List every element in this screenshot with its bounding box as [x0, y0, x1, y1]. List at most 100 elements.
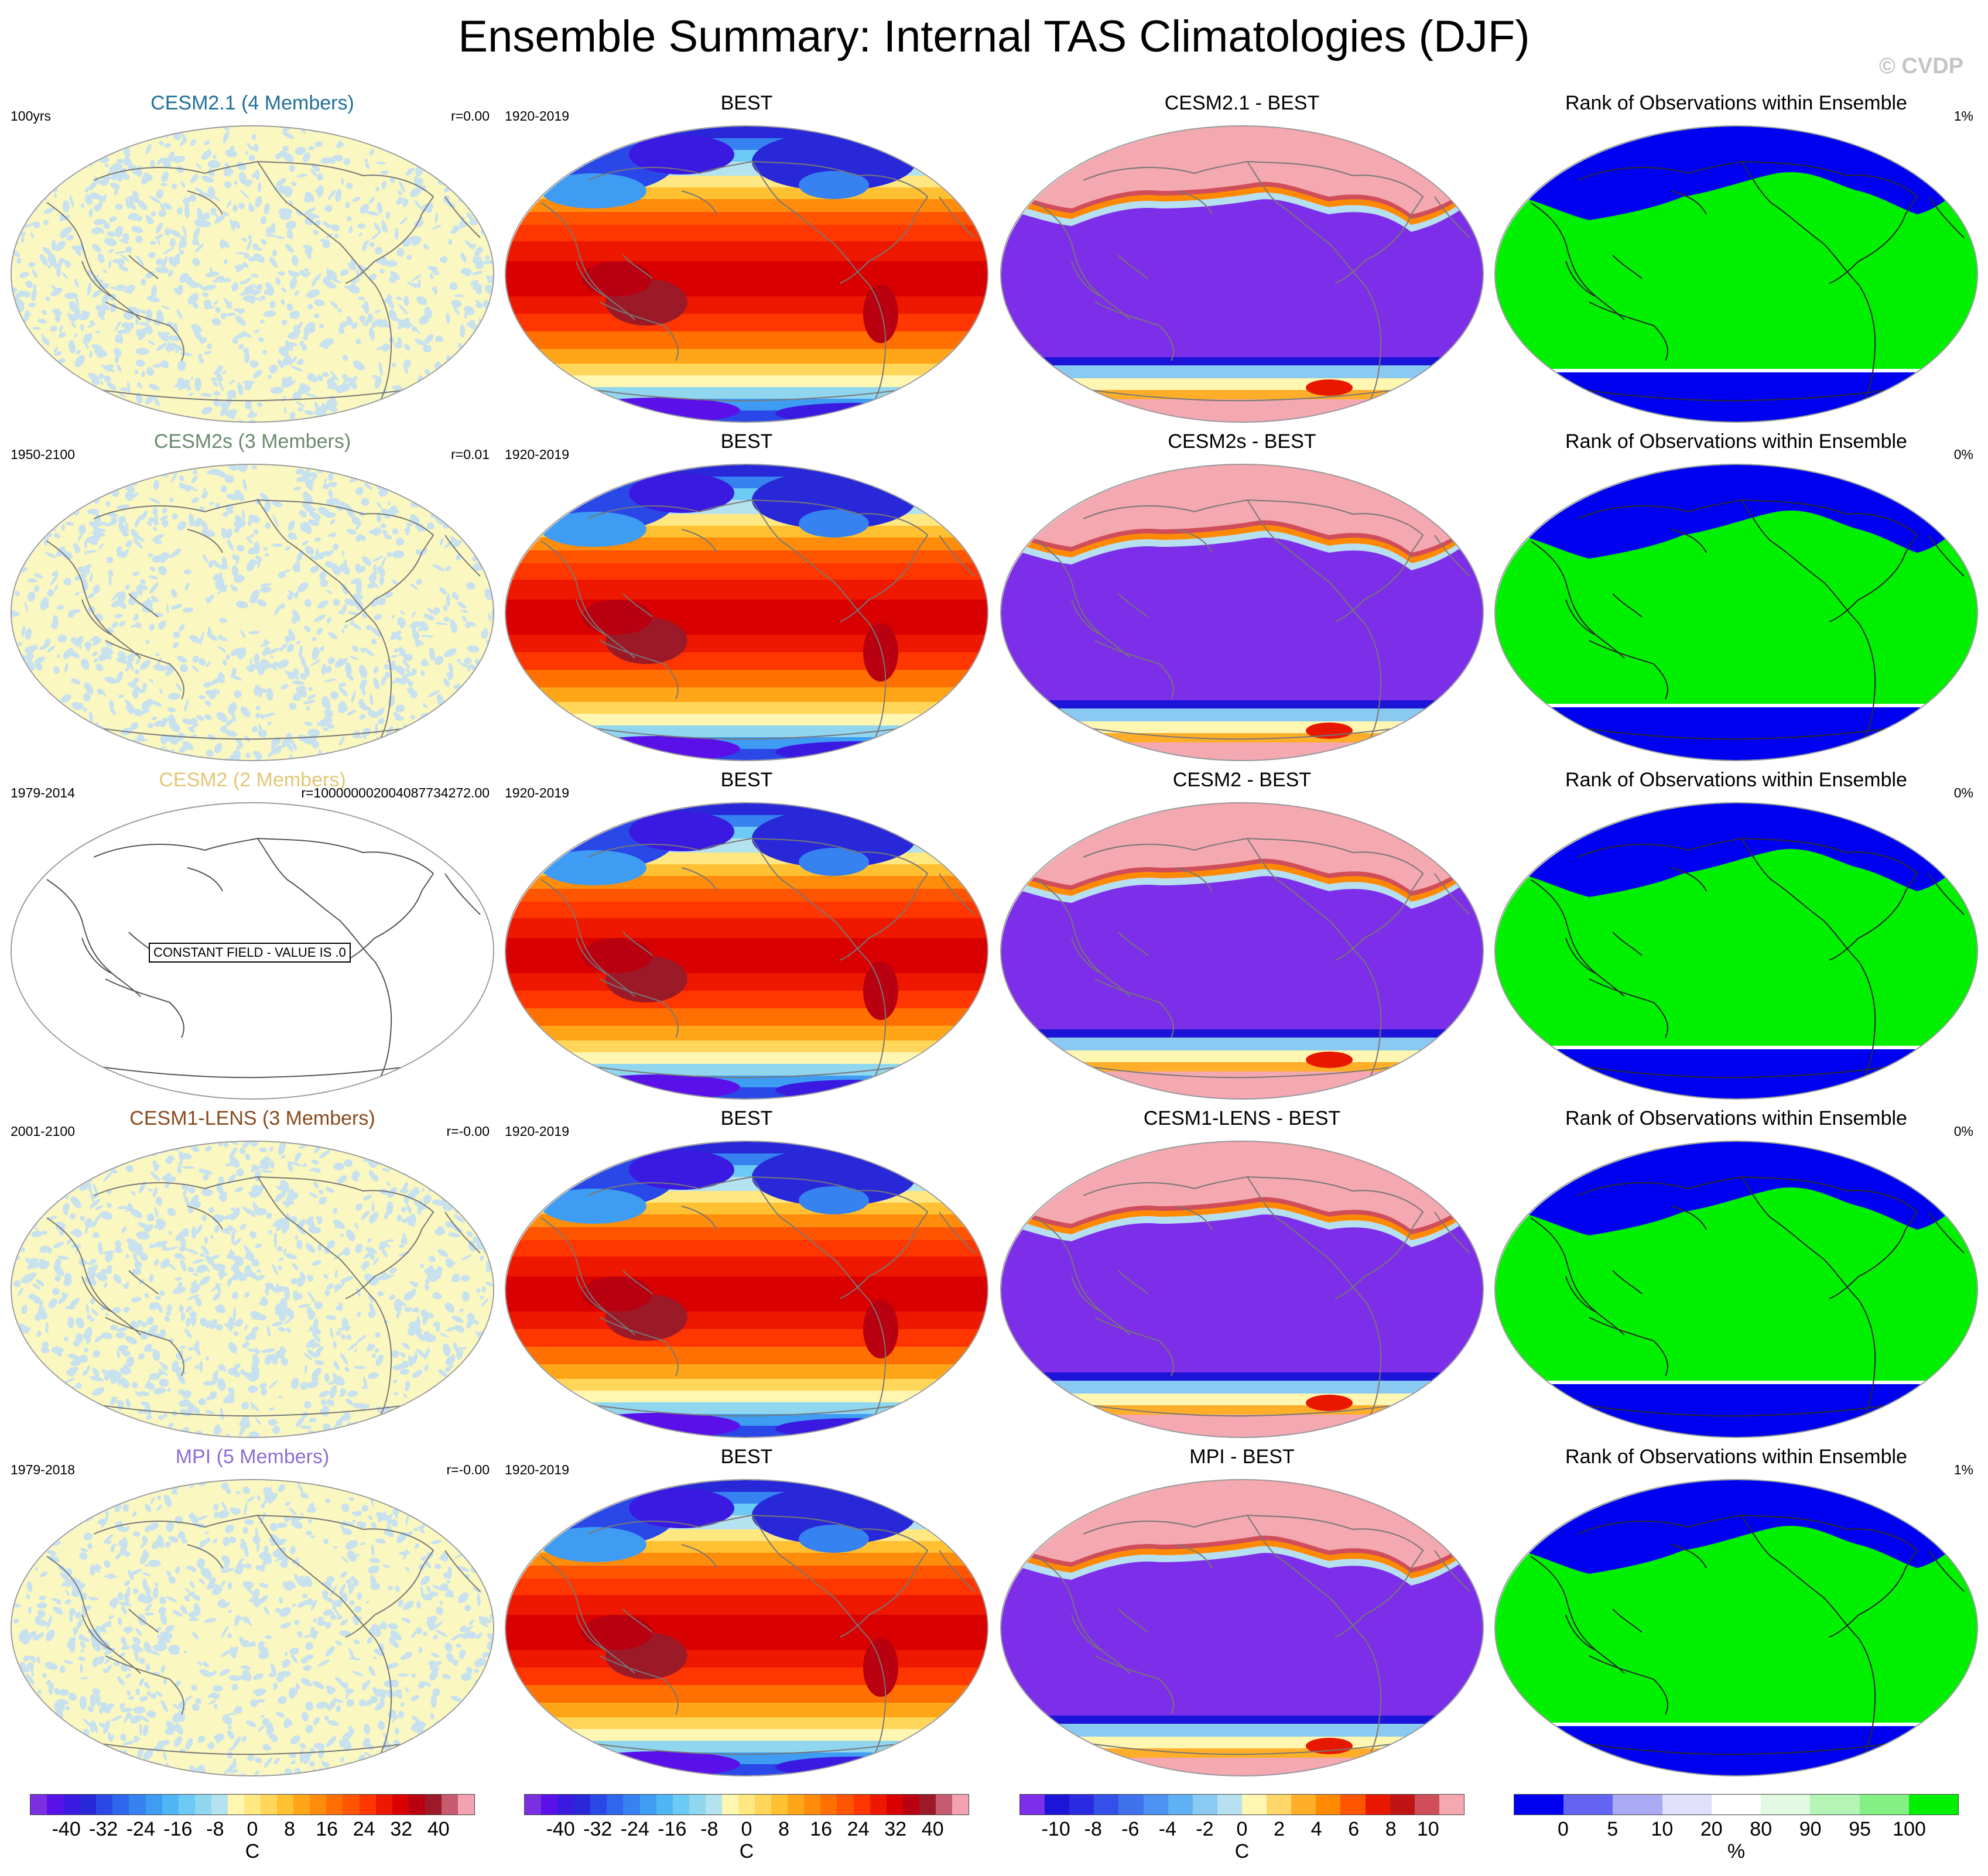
- coastline-5: [81, 261, 112, 297]
- coastline-7: [1612, 1608, 1643, 1633]
- coastline-9: [1176, 867, 1213, 892]
- colorbar-3-tick-2: -6: [1121, 1818, 1140, 1840]
- coastline-2: [374, 1299, 392, 1418]
- coastline-7: [622, 255, 653, 279]
- band-7: [506, 550, 987, 564]
- noise-field: [12, 1142, 493, 1437]
- coastline-0: [1083, 1176, 1424, 1299]
- colorbar-2-cell-6: [623, 1795, 640, 1815]
- colorbar-2-cell-17: [804, 1795, 821, 1815]
- colorbar-1-tick-9: 32: [390, 1818, 413, 1840]
- difference-field: [1001, 803, 1483, 1098]
- colorbar-2-cell-12: [721, 1795, 739, 1815]
- coastline-9: [681, 190, 717, 215]
- panel-title-ensemble-4: CESM1-LENS (3 Members): [129, 1107, 375, 1129]
- coastline-7: [128, 1608, 159, 1633]
- band-16: [506, 1391, 987, 1403]
- coastline-8: [1548, 384, 1929, 402]
- period-label-obs-5: 1920-2019: [505, 1462, 569, 1477]
- noise-field: [12, 465, 493, 760]
- coastline-1: [257, 838, 375, 962]
- panel-title-diff-4: CESM1-LENS - BEST: [1143, 1107, 1341, 1129]
- band-14: [506, 1364, 987, 1379]
- coastline-1: [1247, 161, 1365, 285]
- colorbar-2-cell-10: [689, 1795, 706, 1815]
- band-19: [506, 749, 987, 760]
- colorbar-4-cell-2: [1613, 1795, 1662, 1815]
- coastline-4: [1094, 1655, 1174, 1715]
- coastline-3: [46, 540, 141, 659]
- colorbar-3-cell-7: [1192, 1795, 1217, 1815]
- band-16: [506, 714, 987, 726]
- band-8: [506, 1579, 987, 1596]
- colorbar-4-cell-4: [1711, 1795, 1761, 1815]
- coastline-9: [187, 867, 223, 892]
- map-rank-2: [1494, 464, 1978, 761]
- band-15: [506, 1717, 987, 1730]
- coastline-7: [622, 1270, 653, 1295]
- band-11: [506, 1650, 987, 1668]
- rank-field: [1496, 1142, 1977, 1437]
- coastline-5: [1071, 1614, 1101, 1651]
- obs-field: [506, 126, 987, 422]
- colorbar-4-tick-5: 90: [1799, 1818, 1822, 1840]
- coastline-7: [1612, 932, 1643, 956]
- coastline-4: [1094, 640, 1174, 700]
- colorbar-1-cell-3: [80, 1795, 97, 1815]
- coastline-1: [1741, 838, 1859, 962]
- rank-field: [1496, 126, 1977, 422]
- coastline-7: [1612, 593, 1643, 618]
- band-15: [506, 1040, 987, 1053]
- colorbar-1-cell-13: [244, 1795, 261, 1815]
- map-svg-rank-5: [1496, 1480, 1977, 1775]
- colorbar-2-cell-16: [788, 1795, 805, 1815]
- rank-percent-1: 1%: [1953, 108, 1973, 124]
- colorbar-1-tick-3: -16: [163, 1818, 193, 1840]
- colorbar-3-cell-5: [1143, 1795, 1168, 1815]
- band-8: [506, 563, 987, 580]
- band-17: [506, 1402, 987, 1415]
- coastline-3: [1036, 202, 1131, 320]
- colorbar-3-tick-7: 4: [1310, 1818, 1322, 1840]
- period-label-ensemble-1: 100yrs: [11, 108, 52, 124]
- map-svg-obs-1: [506, 126, 987, 422]
- band-11: [506, 1312, 987, 1330]
- coastline-6: [1928, 1211, 1965, 1254]
- coastline-4: [105, 302, 184, 361]
- colorbar-4-tick-2: 10: [1651, 1818, 1674, 1840]
- coastline-3: [540, 202, 635, 320]
- colorbar-2-cell-21: [870, 1795, 887, 1815]
- band-2: [506, 150, 987, 162]
- map-obs-5: [505, 1479, 988, 1776]
- coastline-3: [1530, 1217, 1625, 1336]
- colorbar-1-cell-0: [30, 1795, 47, 1815]
- coastline-5: [81, 937, 112, 974]
- colorbar-3-tick-10: 10: [1416, 1818, 1439, 1840]
- coastline-4: [1589, 640, 1668, 700]
- coastline-5: [81, 1614, 112, 1651]
- map-svg-obs-3: [506, 803, 987, 1098]
- period-label-obs-2: 1920-2019: [505, 447, 569, 462]
- coastline-5: [1071, 599, 1101, 635]
- coastline-7: [1612, 255, 1643, 279]
- coastline-6: [1434, 873, 1470, 915]
- map-diff-1: [1000, 125, 1484, 423]
- colorbar-3-tick-1: -8: [1084, 1818, 1102, 1840]
- map-svg-obs-2: [506, 465, 987, 760]
- colorbar-3-cell-4: [1118, 1795, 1144, 1815]
- colorbar-2-tick-7: 16: [810, 1818, 833, 1840]
- coastline-8: [1548, 722, 1929, 740]
- coastline-5: [576, 599, 606, 635]
- coastline-9: [681, 1206, 717, 1230]
- band-14: [506, 687, 987, 703]
- coastline-1: [257, 1176, 375, 1300]
- panel-title-diff-2: CESM2s - BEST: [1168, 430, 1316, 453]
- coastline-5: [1565, 1614, 1596, 1651]
- coastline-8: [64, 722, 446, 740]
- band-19: [506, 1764, 987, 1775]
- coastline-9: [187, 1206, 223, 1230]
- noise-field: [12, 126, 493, 422]
- coastline-4: [1589, 1655, 1668, 1715]
- coastline-4: [599, 302, 679, 361]
- coastline-2: [1364, 1299, 1382, 1418]
